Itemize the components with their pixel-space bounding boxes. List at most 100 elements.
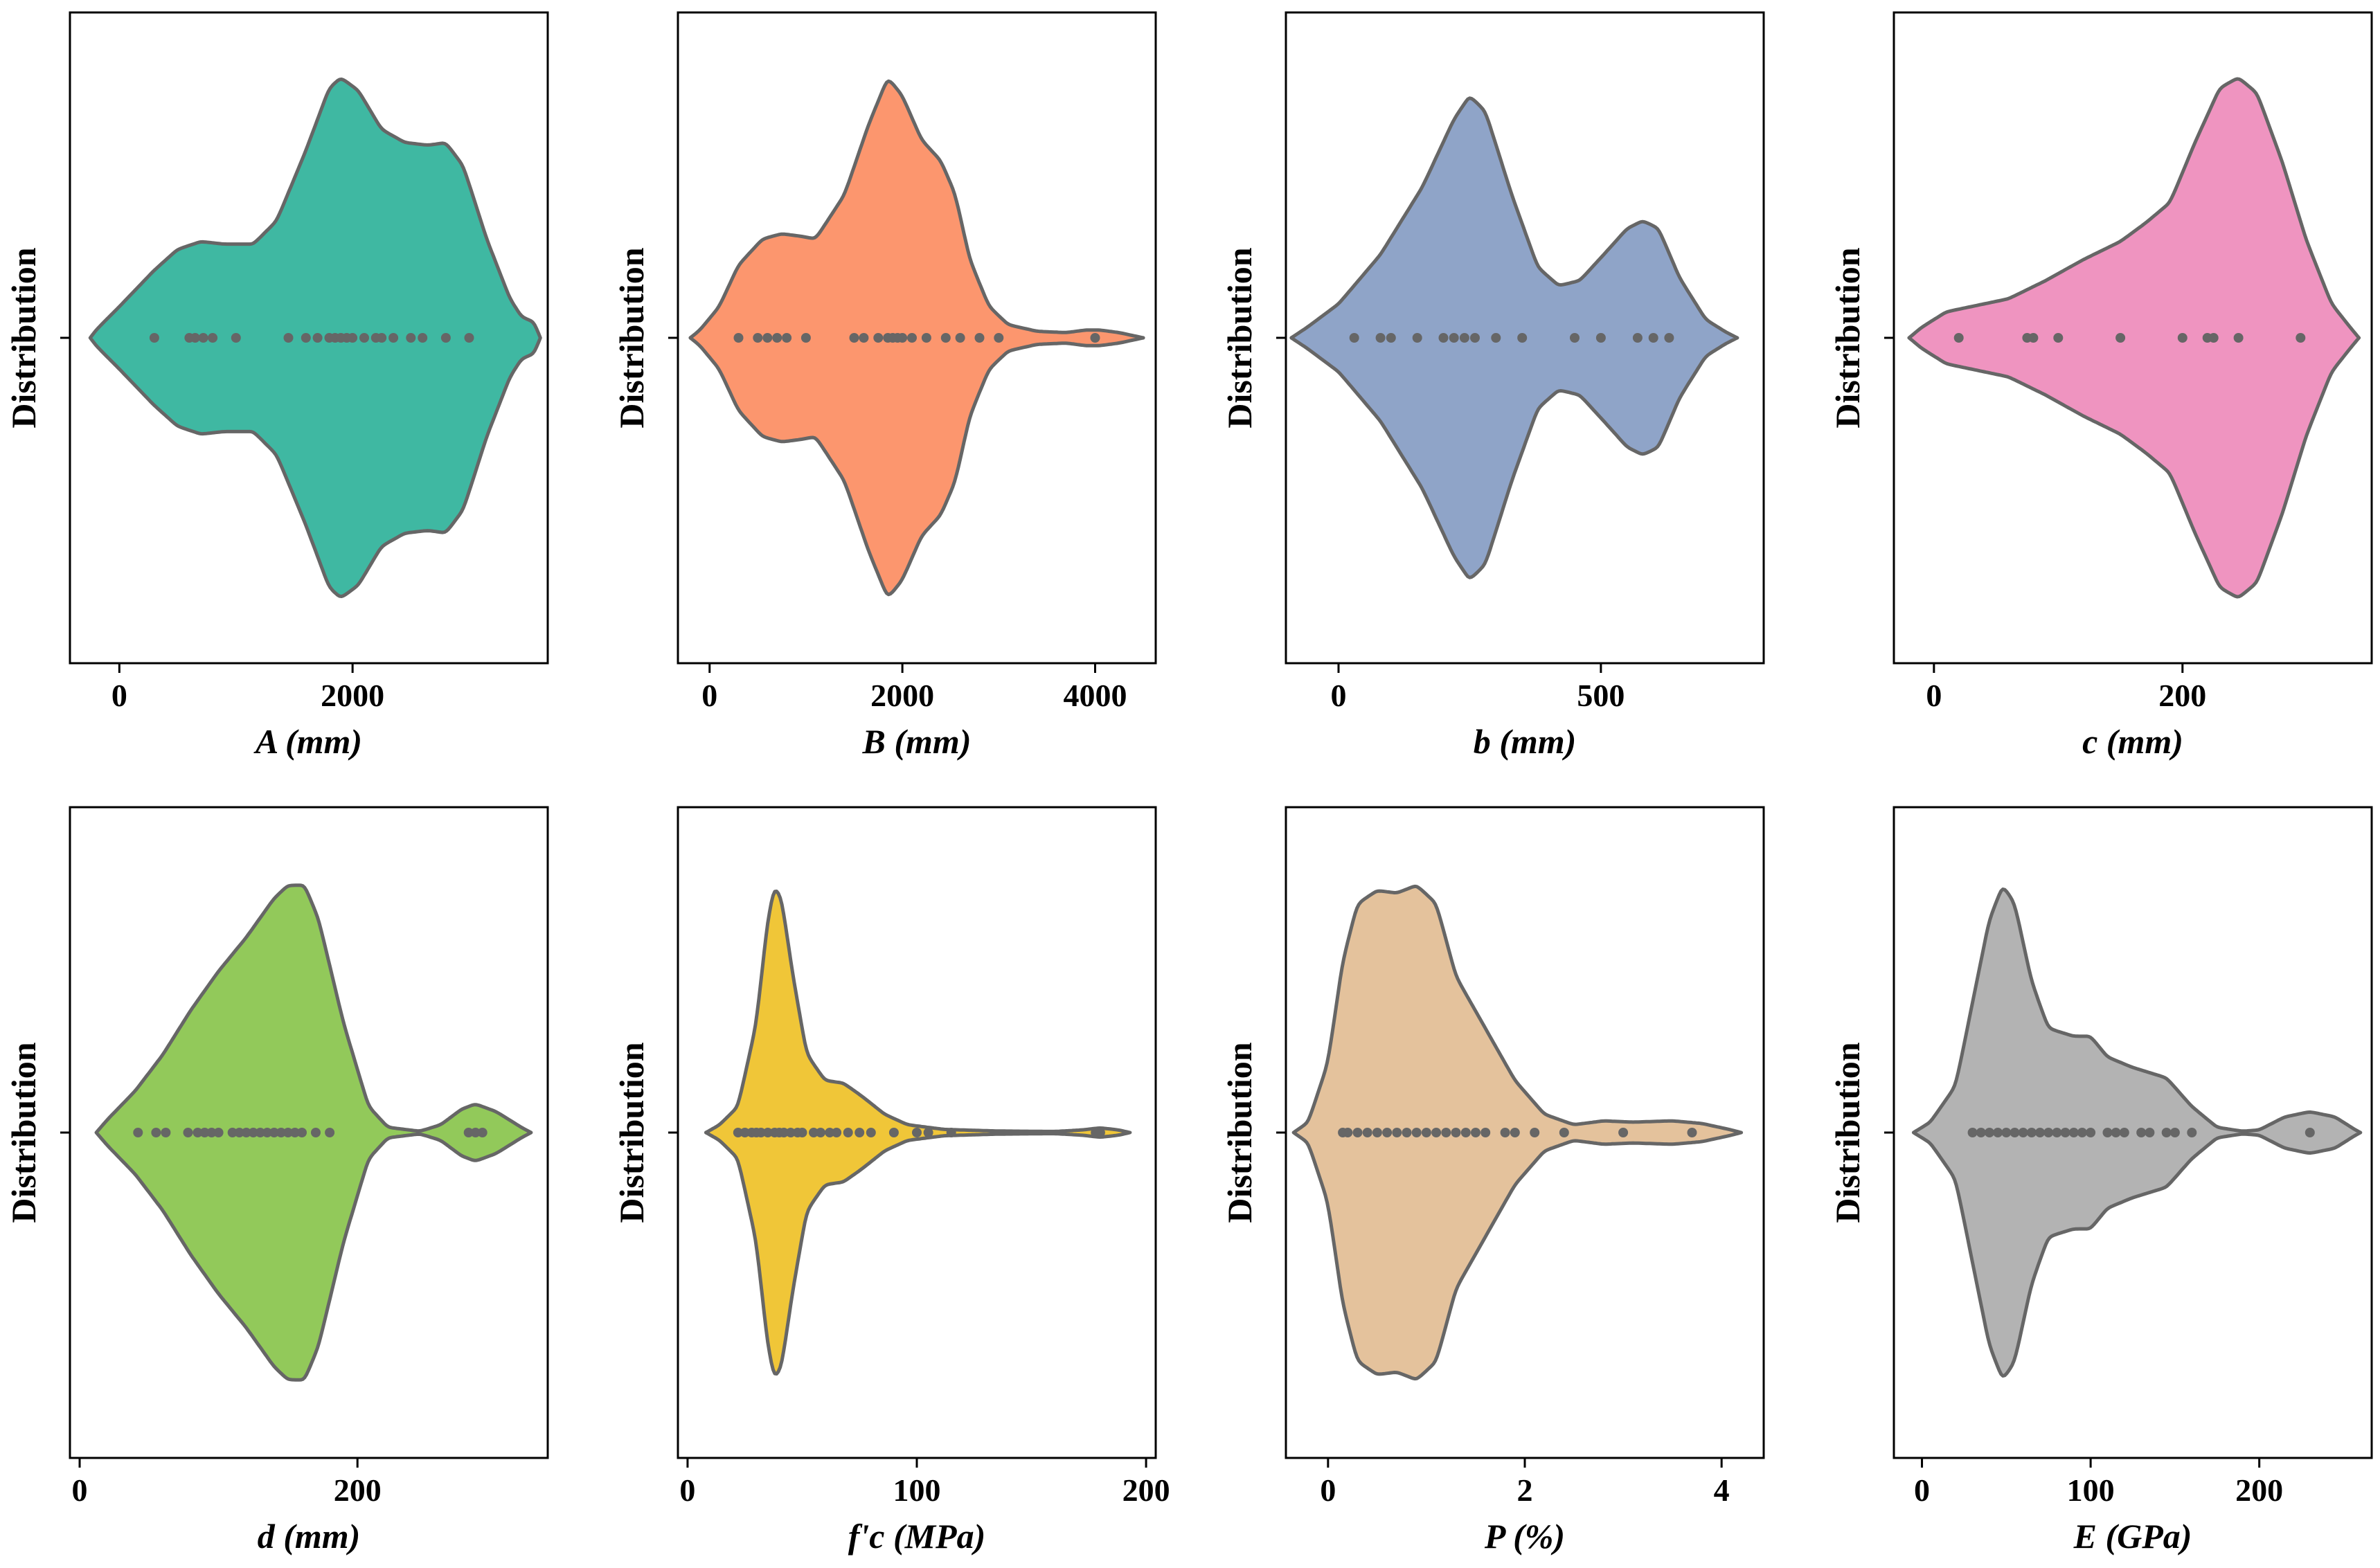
x-tick-label: 0 <box>1914 1472 1930 1508</box>
data-point <box>2119 1128 2129 1137</box>
data-point <box>733 1128 743 1137</box>
data-point <box>1349 333 1359 343</box>
x-tick-label: 0 <box>1330 678 1346 713</box>
data-point <box>325 1128 335 1137</box>
data-point <box>740 1128 750 1137</box>
data-point <box>2296 333 2306 343</box>
data-point <box>1460 1128 1471 1137</box>
data-point <box>1382 1128 1393 1137</box>
data-point <box>733 333 744 343</box>
data-point <box>418 333 428 343</box>
x-axis-title: f'c (MPa) <box>848 1517 986 1556</box>
data-point <box>283 333 294 343</box>
data-point <box>940 333 951 343</box>
violin-panel-5: 0 200 d (mm) Distribution <box>4 806 549 1556</box>
data-point <box>1449 333 1459 343</box>
data-point <box>832 1128 842 1137</box>
data-point <box>1618 1128 1629 1137</box>
data-point <box>406 333 416 343</box>
data-point <box>762 1128 773 1137</box>
data-point <box>772 333 782 343</box>
data-point <box>2068 1128 2079 1137</box>
data-point <box>151 1128 161 1137</box>
data-point <box>1412 333 1422 343</box>
y-axis-title: Distribution <box>1828 247 1867 428</box>
data-point <box>227 1128 238 1137</box>
data-point <box>1459 333 1469 343</box>
data-point <box>843 1128 853 1137</box>
data-point <box>311 1128 321 1137</box>
data-point <box>1595 333 1606 343</box>
data-point <box>359 333 369 343</box>
data-point <box>440 333 451 343</box>
data-point <box>206 1128 217 1137</box>
data-point <box>262 1128 272 1137</box>
data-point <box>946 1128 956 1137</box>
data-point <box>753 333 763 343</box>
data-point <box>1421 1128 1431 1137</box>
data-point <box>2233 333 2244 343</box>
data-point <box>464 333 474 343</box>
data-point <box>388 333 399 343</box>
x-tick-label: 4 <box>1714 1472 1730 1508</box>
violin-panel-8: 0 100 200 E (GPa) Distribution <box>1828 806 2373 1556</box>
data-point <box>1517 333 1528 343</box>
data-point <box>2305 1128 2315 1137</box>
data-point <box>1411 1128 1422 1137</box>
data-point <box>1510 1128 1520 1137</box>
y-axis-title: Distribution <box>612 247 651 428</box>
data-point <box>2053 333 2064 343</box>
x-tick-label: 0 <box>72 1472 88 1508</box>
data-point <box>779 1128 789 1137</box>
data-point <box>782 333 792 343</box>
x-tick-label: 200 <box>334 1472 382 1508</box>
data-point <box>1090 333 1100 343</box>
data-point <box>301 333 311 343</box>
data-point <box>2035 1128 2045 1137</box>
x-tick-label: 100 <box>2067 1472 2115 1508</box>
data-point <box>1402 1128 1412 1137</box>
data-point <box>2187 1128 2197 1137</box>
data-point <box>1438 333 1449 343</box>
data-point <box>1570 333 1580 343</box>
violin-panel-7: 0 2 4 P (%) Distribution <box>1220 806 1765 1556</box>
data-point <box>859 333 869 343</box>
x-tick-label: 2 <box>1517 1472 1533 1508</box>
x-tick-label: 0 <box>111 678 127 713</box>
data-point <box>1993 1128 2003 1137</box>
data-point <box>1375 333 1386 343</box>
data-point <box>2115 333 2126 343</box>
y-axis-title: Distribution <box>1220 247 1259 428</box>
data-point <box>1362 1128 1372 1137</box>
data-point <box>866 1128 876 1137</box>
x-axis-title: P (%) <box>1484 1517 1565 1556</box>
data-point <box>1687 1128 1697 1137</box>
data-point <box>199 1128 210 1137</box>
x-tick-label: 200 <box>2235 1472 2283 1508</box>
data-point <box>133 1128 143 1137</box>
data-point <box>955 333 965 343</box>
x-tick-label: 4000 <box>1063 678 1127 713</box>
data-point <box>1530 1128 1540 1137</box>
data-point <box>289 1128 300 1137</box>
data-point <box>912 1128 922 1137</box>
data-point <box>2026 1128 2037 1137</box>
data-point <box>234 1128 244 1137</box>
data-point <box>2060 1128 2070 1137</box>
data-point <box>2177 333 2187 343</box>
x-tick-label: 500 <box>1577 678 1625 713</box>
data-point <box>1392 1128 1402 1137</box>
data-point <box>297 1128 307 1137</box>
data-point <box>923 1128 933 1137</box>
data-point <box>348 333 358 343</box>
data-point <box>183 1128 193 1137</box>
data-point <box>1372 1128 1382 1137</box>
data-point <box>190 333 200 343</box>
data-point <box>849 333 859 343</box>
x-axis-title: B (mm) <box>862 722 972 761</box>
y-axis-title: Distribution <box>612 1042 651 1223</box>
data-point <box>1491 333 1501 343</box>
x-tick-label: 200 <box>1122 1472 1170 1508</box>
